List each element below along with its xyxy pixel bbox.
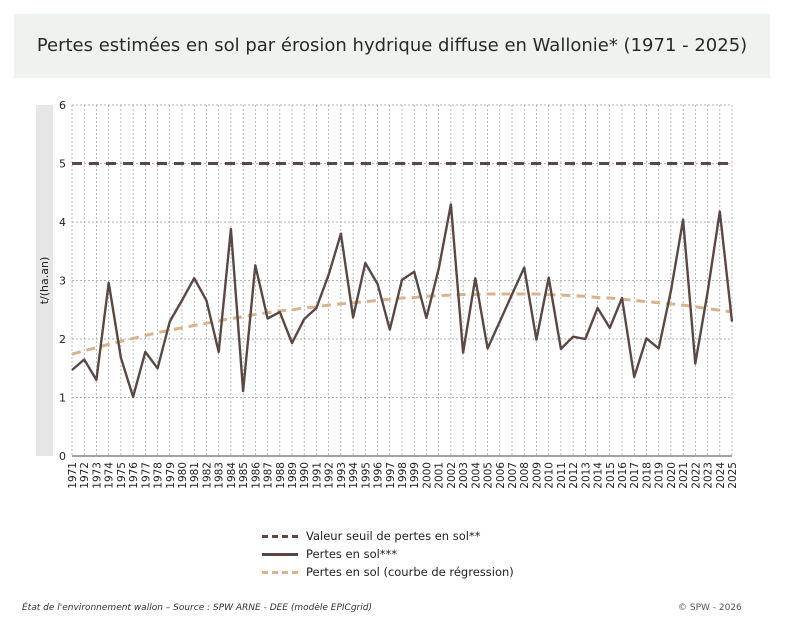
chart: t/(ha.an) 0 1 2 3 4 5 6 1971 1972 1973 1974 1975 1976… xyxy=(36,99,739,489)
y-tick-label: 1 xyxy=(59,392,66,405)
x-tick-label: 2000 xyxy=(421,462,433,489)
x-tick-label: 1994 xyxy=(348,462,360,489)
x-tick-label: 1977 xyxy=(140,462,152,489)
x-tick-label: 2009 xyxy=(531,462,543,489)
x-tick-label: 1976 xyxy=(128,462,140,489)
x-tick-label: 1978 xyxy=(153,462,165,489)
legend-item-regression: Pertes en sol (courbe de régression) xyxy=(262,563,514,581)
x-tick-label: 1974 xyxy=(104,462,116,489)
legend-swatch-regression xyxy=(262,570,298,574)
x-tick-label: 2013 xyxy=(580,462,592,489)
losses-line xyxy=(71,203,734,399)
x-tick-label: 1992 xyxy=(324,462,336,489)
x-tick-label: 2008 xyxy=(519,462,531,489)
x-tick-label: 2024 xyxy=(715,462,727,489)
x-tick-label: 2006 xyxy=(495,462,507,489)
x-tick-label: 1997 xyxy=(385,462,397,489)
x-tick-label: 2005 xyxy=(483,462,495,489)
x-tick-label: 2020 xyxy=(666,462,678,489)
x-tick-label: 1971 xyxy=(67,462,79,489)
y-axis-label: t/(ha.an) xyxy=(38,257,51,305)
x-tick-label: 2002 xyxy=(446,462,458,489)
x-tick-label: 2018 xyxy=(641,462,653,489)
legend-swatch-losses xyxy=(262,552,298,556)
x-tick-label: 2019 xyxy=(654,462,666,489)
title-box: Pertes estimées en sol par érosion hydri… xyxy=(14,14,770,78)
x-tick-label: 2025 xyxy=(727,462,739,489)
x-tick-label: 1981 xyxy=(189,462,201,489)
x-tick-label: 1983 xyxy=(214,462,226,489)
x-tick-label: 2003 xyxy=(458,462,470,489)
x-tick-label: 2015 xyxy=(605,462,617,489)
y-tick-label: 5 xyxy=(59,158,66,171)
x-tick-label: 2016 xyxy=(617,462,629,489)
x-tick-label: 1986 xyxy=(250,462,262,489)
x-tick-label: 1991 xyxy=(311,462,323,489)
x-tick-label: 2014 xyxy=(593,462,605,489)
x-tick-label: 1996 xyxy=(373,462,385,489)
x-tick-label: 1989 xyxy=(287,462,299,489)
x-tick-label: 1993 xyxy=(336,462,348,489)
x-tick-label: 1984 xyxy=(226,462,238,489)
x-tick-label: 1998 xyxy=(397,462,409,489)
chart-title: Pertes estimées en sol par érosion hydri… xyxy=(36,35,748,56)
x-tick-label: 2011 xyxy=(556,462,568,489)
legend-label-threshold: Valeur seuil de pertes en sol** xyxy=(306,529,481,543)
x-tick-label: 2023 xyxy=(703,462,715,489)
x-tick-label: 2021 xyxy=(678,462,690,489)
x-tick-label: 1972 xyxy=(79,462,91,489)
x-tick-label: 1979 xyxy=(165,462,177,489)
legend-label-losses: Pertes en sol*** xyxy=(306,547,398,561)
x-tick-label: 1990 xyxy=(299,462,311,489)
legend-label-regression: Pertes en sol (courbe de régression) xyxy=(306,565,514,579)
x-tick-label: 2017 xyxy=(629,462,641,489)
x-tick-label: 1973 xyxy=(91,462,103,489)
x-tick-label: 1988 xyxy=(275,462,287,489)
legend-item-threshold: Valeur seuil de pertes en sol** xyxy=(262,527,514,545)
x-tick-label: 1975 xyxy=(116,462,128,489)
y-tick-label: 3 xyxy=(59,275,66,288)
legend: Valeur seuil de pertes en sol** Pertes e… xyxy=(262,527,514,581)
legend-swatch-threshold xyxy=(262,534,298,538)
x-tick-label: 1995 xyxy=(360,462,372,489)
y-tick-label: 6 xyxy=(59,99,66,112)
x-tick-label: 2004 xyxy=(470,462,482,489)
x-tick-label: 1987 xyxy=(263,462,275,489)
x-tick-label: 1999 xyxy=(409,462,421,489)
x-tick-label: 2010 xyxy=(544,462,556,489)
y-tick-label: 4 xyxy=(59,216,66,229)
source-note: État de l'environnement wallon – Source … xyxy=(22,603,372,613)
ylabel-band xyxy=(36,105,53,456)
x-tick-label: 2007 xyxy=(507,462,519,489)
x-tick-label: 2022 xyxy=(690,462,702,489)
y-tick-label: 2 xyxy=(59,333,66,346)
x-tick-label: 1985 xyxy=(238,462,250,489)
x-tick-label: 1982 xyxy=(201,462,213,489)
x-tick-label: 2001 xyxy=(434,462,446,489)
x-tick-label: 1980 xyxy=(177,462,189,489)
y-tick-label: 0 xyxy=(59,450,66,463)
legend-item-losses: Pertes en sol*** xyxy=(262,545,514,563)
x-tick-label: 2012 xyxy=(568,462,580,489)
copyright: © SPW - 2026 xyxy=(678,603,742,613)
